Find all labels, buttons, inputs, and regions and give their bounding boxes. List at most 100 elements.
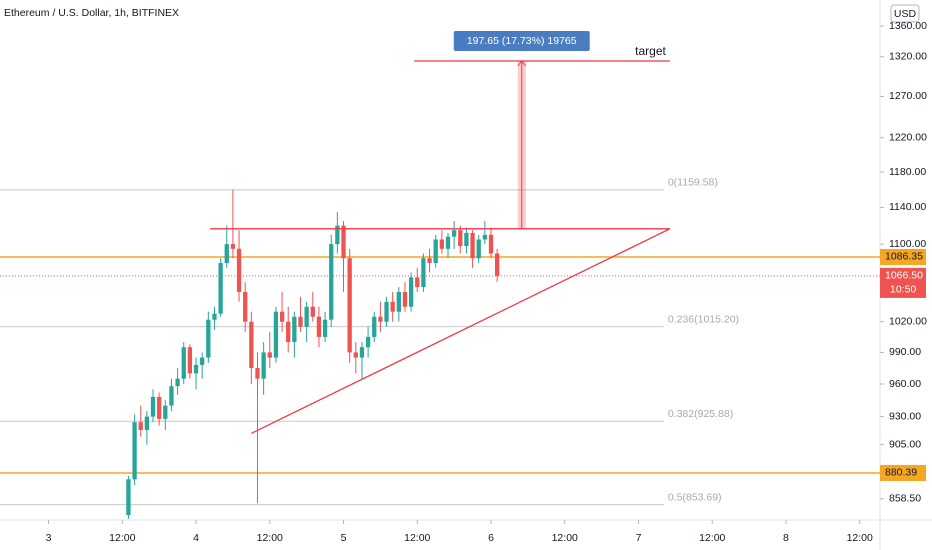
candle-body <box>255 368 260 379</box>
candle-body <box>316 316 322 337</box>
price-tag <box>880 464 926 481</box>
x-tick-label: 7 <box>636 532 642 544</box>
candle-body <box>273 311 279 358</box>
y-tick-label: 1220.00 <box>889 132 927 144</box>
candle-body <box>243 291 248 322</box>
candle-body <box>390 301 395 312</box>
candle-body <box>286 321 291 343</box>
y-tick-label: 1140.00 <box>889 201 926 213</box>
candle-body <box>267 352 272 358</box>
candle-body <box>310 306 315 317</box>
y-tick-label: 1320.00 <box>889 51 927 63</box>
y-tick-label: 905.00 <box>889 438 921 450</box>
candle-body <box>427 258 432 263</box>
candle-body <box>488 234 494 254</box>
candle-body <box>415 277 420 288</box>
candle-body <box>384 301 389 322</box>
price-tag-label: 880.39 <box>885 467 917 479</box>
candle-body <box>439 239 444 249</box>
x-tick-label: 4 <box>193 532 199 544</box>
candle-body <box>322 319 328 337</box>
measure-label: 197.65 (17.73%) 19765 <box>467 35 577 47</box>
candle-body <box>279 311 285 322</box>
measure-label-box <box>453 30 590 51</box>
candle-body <box>132 422 137 480</box>
candle-body <box>230 244 236 249</box>
candle-body <box>304 306 309 327</box>
candle-body <box>169 386 174 406</box>
x-tick-label: 8 <box>783 532 789 544</box>
candle-body <box>163 405 168 419</box>
candle-body <box>464 232 469 246</box>
candle-body <box>175 378 180 387</box>
y-tick-label: 930.00 <box>889 410 921 422</box>
measure-arrowhead <box>517 60 527 67</box>
trend-line-label: target <box>635 44 666 58</box>
candle-body <box>249 321 254 369</box>
y-axis-label: USD <box>894 8 917 20</box>
currency-box[interactable] <box>890 4 920 23</box>
x-tick-label: 12:00 <box>847 532 873 544</box>
candle-body <box>396 291 401 312</box>
candle-body <box>187 347 193 374</box>
candle-body <box>212 313 217 320</box>
candle-body <box>193 364 199 374</box>
candle-body <box>353 352 358 358</box>
x-tick-label: 12:00 <box>699 532 725 544</box>
fib-label: 0.5(853.69) <box>668 491 722 503</box>
y-tick-label: 858.50 <box>889 493 921 505</box>
trend-line <box>251 228 671 434</box>
y-tick-label: 1100.00 <box>889 238 926 250</box>
last-price-label: 1066.50 <box>885 270 923 282</box>
candle-body <box>347 258 352 353</box>
last-price-time: 10:50 <box>890 284 916 296</box>
y-tick-label: 1270.00 <box>889 90 927 102</box>
candle-body <box>482 234 488 240</box>
candle-body <box>261 352 266 379</box>
candle-body <box>359 347 365 358</box>
candle-body <box>451 230 457 237</box>
candle-body <box>150 396 156 417</box>
y-tick-label: 1360.00 <box>889 20 927 32</box>
candle-body <box>329 244 334 320</box>
candle-body <box>372 316 377 337</box>
x-tick-label: 5 <box>341 532 347 544</box>
y-tick-label: 1020.00 <box>889 315 927 327</box>
x-tick-label: 3 <box>46 532 52 544</box>
y-tick-label: 960.00 <box>889 378 921 390</box>
fib-label: 0(1159.58) <box>668 177 718 189</box>
price-tag <box>880 248 926 265</box>
x-tick-label: 6 <box>488 532 494 544</box>
chart-title: Ethereum / U.S. Dollar, 1h, BITFINEX <box>4 7 179 19</box>
fib-label: 0.236(1015.20) <box>668 313 739 325</box>
candle-body <box>402 291 408 307</box>
candle-body <box>433 239 438 263</box>
candle-body <box>144 416 150 430</box>
last-price-tag <box>880 267 926 298</box>
candle-body <box>126 479 131 516</box>
candle-body <box>335 225 340 245</box>
candle-body <box>495 253 500 276</box>
x-tick-label: 12:00 <box>257 532 283 544</box>
candle-body <box>470 232 475 259</box>
candle-body <box>206 319 211 358</box>
candle-body <box>341 225 346 259</box>
y-tick-label: 990.00 <box>889 346 921 358</box>
candle-body <box>292 316 297 343</box>
candle-body <box>378 316 383 322</box>
candle-body <box>200 357 205 365</box>
candle-body <box>181 347 186 379</box>
candle-body <box>157 396 162 419</box>
candle-body <box>365 336 371 348</box>
candle-body <box>421 258 426 288</box>
y-tick-label: 1180.00 <box>889 166 926 178</box>
x-tick-label: 12:00 <box>404 532 430 544</box>
x-tick-label: 12:00 <box>109 532 135 544</box>
candle-body <box>218 262 223 314</box>
x-tick-label: 12:00 <box>552 532 578 544</box>
candle-body <box>408 277 414 307</box>
candle-body <box>458 230 463 246</box>
price-tag-label: 1086.35 <box>885 251 923 263</box>
